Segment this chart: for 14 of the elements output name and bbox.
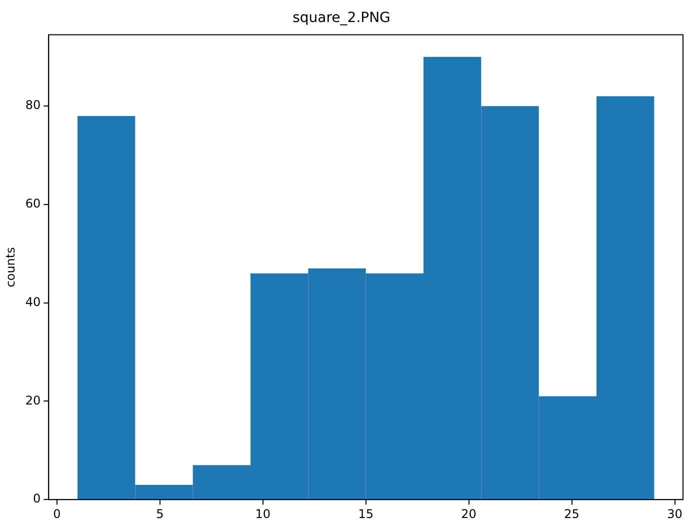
x-tick-label: 20 [461, 506, 476, 521]
chart-title: square_2.PNG [292, 10, 390, 26]
y-tick-label: 80 [25, 98, 41, 112]
y-axis-title: counts [3, 247, 18, 288]
x-tick-label: 15 [358, 506, 374, 521]
x-tick-label: 25 [564, 506, 580, 521]
y-tick-label: 40 [25, 294, 41, 309]
y-tick-label: 60 [25, 196, 41, 211]
y-tick-label: 0 [33, 492, 41, 506]
x-tick-label: 0 [53, 506, 61, 521]
x-tick-label: 30 [667, 506, 682, 521]
x-tick-label: 5 [156, 506, 164, 521]
x-tick-label: 10 [255, 506, 270, 521]
y-tick-label: 20 [25, 393, 41, 408]
